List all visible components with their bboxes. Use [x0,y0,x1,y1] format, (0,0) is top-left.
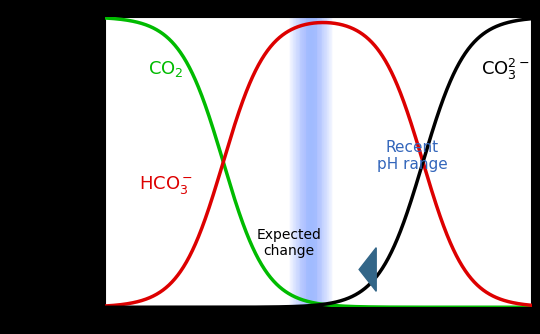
Bar [301,17,321,307]
Bar [299,17,323,307]
Bar [291,17,331,307]
Text: CO$_2$: CO$_2$ [148,59,184,79]
Bar [300,17,322,307]
Bar [299,17,323,307]
Bar [295,17,327,307]
Bar [310,17,312,307]
Bar [301,17,321,307]
Bar [295,17,327,307]
Bar [306,17,316,307]
Bar [291,17,332,307]
Bar [302,17,320,307]
Polygon shape [359,248,376,291]
Bar [293,17,329,307]
Text: Recent
pH range: Recent pH range [377,140,448,172]
Bar [303,17,319,307]
Bar [297,17,325,307]
Text: CO$_3^{2-}$: CO$_3^{2-}$ [481,56,529,81]
Bar [306,17,316,307]
Bar [305,17,317,307]
Bar [308,17,314,307]
Bar [294,17,328,307]
Bar [309,17,313,307]
Bar [298,17,325,307]
Bar [290,17,333,307]
Bar [305,17,318,307]
Bar [303,17,319,307]
Text: Expected
change: Expected change [256,228,321,259]
Bar [307,17,315,307]
Bar [289,17,333,307]
Bar [293,17,329,307]
Bar [296,17,326,307]
Bar [309,17,313,307]
Bar [307,17,315,307]
Bar [292,17,330,307]
Text: HCO$_3^-$: HCO$_3^-$ [139,174,193,196]
Bar [300,17,322,307]
